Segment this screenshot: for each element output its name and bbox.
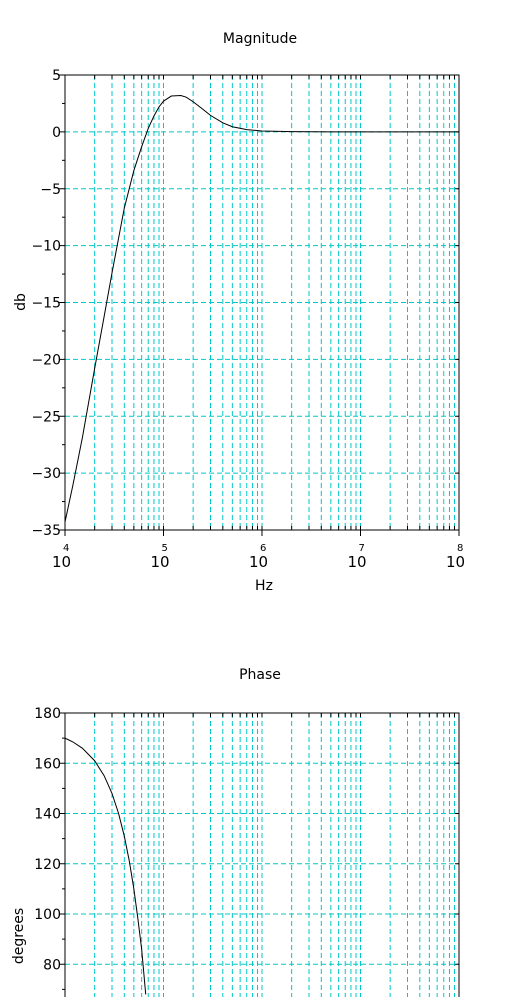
magnitude-curve bbox=[64, 94, 459, 523]
x-tick-label-base: 10 bbox=[348, 553, 367, 571]
y-tick-label: −5 bbox=[40, 182, 61, 198]
x-tick-label-exponent: 8 bbox=[457, 543, 463, 554]
y-tick-label: 140 bbox=[34, 807, 61, 823]
phase-title: Phase bbox=[239, 667, 281, 683]
phase-curve bbox=[64, 737, 147, 995]
x-tick-label-exponent: 7 bbox=[359, 543, 365, 554]
y-tick-label: −15 bbox=[31, 296, 61, 312]
y-tick-label: −10 bbox=[31, 239, 61, 255]
magnitude-y-axis-label: db bbox=[13, 293, 29, 311]
x-tick-label-base: 10 bbox=[446, 553, 465, 571]
phase-chart: Phase 180 160 140 120 100 80 degrees bbox=[11, 667, 460, 997]
x-tick-label-base: 10 bbox=[249, 553, 268, 571]
magnitude-y-ticks: 5 0 −5 −10 −15 −20 −25 −30 −35 bbox=[31, 68, 459, 539]
y-tick-label: −25 bbox=[31, 409, 61, 425]
magnitude-chart: Magnitude 50−5−10−15−20−25−30−35 1041051… bbox=[13, 31, 465, 594]
magnitude-title: Magnitude bbox=[223, 31, 297, 47]
y-tick-label: 80 bbox=[43, 957, 61, 973]
y-tick-label: 5 bbox=[52, 68, 61, 84]
magnitude-x-axis-label: Hz bbox=[255, 578, 273, 594]
phase-grid bbox=[65, 713, 459, 997]
y-tick-label: −35 bbox=[31, 523, 61, 539]
y-tick-label: 120 bbox=[34, 857, 61, 873]
x-tick-label-base: 10 bbox=[52, 553, 71, 571]
y-tick-label: −30 bbox=[31, 466, 61, 482]
phase-y-axis-label: degrees bbox=[11, 908, 27, 964]
x-tick-label-base: 10 bbox=[151, 553, 170, 571]
magnitude-grid bbox=[65, 75, 459, 530]
y-tick-label: 160 bbox=[34, 756, 61, 772]
y-tick-label: 100 bbox=[34, 907, 61, 923]
phase-y-ticks: 180 160 140 120 100 80 bbox=[34, 706, 459, 990]
x-tick-label-exponent: 5 bbox=[162, 543, 168, 554]
y-tick-label: 0 bbox=[52, 125, 61, 141]
phase-frame bbox=[64, 712, 460, 997]
y-tick-label: −20 bbox=[31, 352, 61, 368]
x-tick-label-exponent: 4 bbox=[63, 543, 69, 554]
y-tick-label: 180 bbox=[34, 706, 61, 722]
x-tick-label-exponent: 6 bbox=[260, 543, 266, 554]
